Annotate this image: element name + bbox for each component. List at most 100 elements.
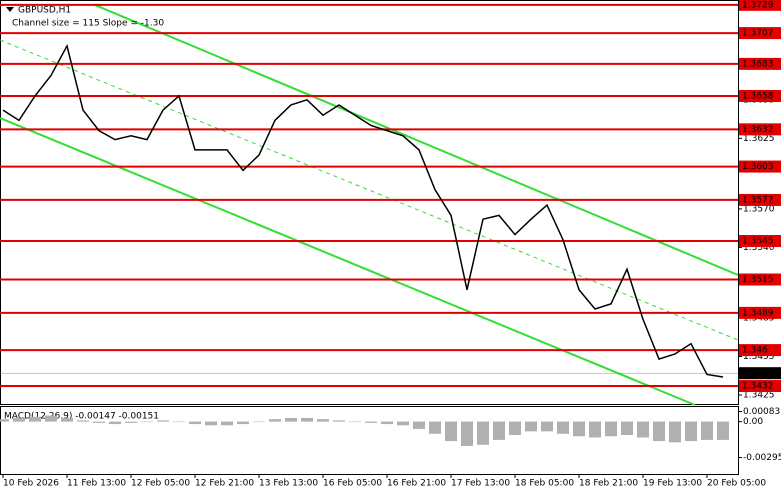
macd-bar (317, 419, 329, 422)
macd-bar (349, 421, 361, 423)
macd-bar (621, 421, 633, 436)
macd-bar (365, 421, 377, 423)
x-tick-label: 12 Feb 21:00 (195, 479, 254, 489)
macd-bar (525, 421, 537, 432)
macd-bar (493, 421, 505, 440)
macd-bar (605, 421, 617, 437)
level-label: 1.3515 (742, 275, 774, 285)
macd-bar (717, 421, 729, 440)
macd-bar (125, 421, 137, 423)
level-label: 1.3577 (742, 195, 774, 205)
level-label: 1.3683 (742, 59, 774, 69)
macd-bar (509, 421, 521, 436)
y-tick-label: 1.3455 (743, 352, 775, 362)
channel-upper (94, 4, 739, 276)
macd-bar (109, 421, 121, 425)
level-label: 1.3489 (742, 308, 774, 318)
macd-bar (157, 420, 169, 422)
macd-bar (237, 421, 249, 425)
macd-bar (0, 419, 9, 422)
x-tick-label: 18 Feb 05:00 (515, 479, 574, 489)
level-label: 1.3545 (742, 237, 774, 247)
level-label-bg (739, 193, 781, 206)
level-label-bg (739, 123, 781, 136)
macd-bar (477, 421, 489, 445)
level-label-bg (739, 235, 781, 248)
level-label: 1.3603 (742, 162, 774, 172)
x-tick-label: 20 Feb 05:00 (707, 479, 766, 489)
x-tick-label: 18 Feb 21:00 (579, 479, 638, 489)
macd-bar (141, 421, 153, 423)
macd-bar (269, 419, 281, 422)
macd-bar (29, 416, 41, 422)
macd-bar (573, 421, 585, 437)
x-tick-label: 12 Feb 05:00 (131, 479, 190, 489)
annotation: Channel size = 115 Slope = -1.30 (12, 19, 164, 29)
level-label-bg (739, 160, 781, 173)
level-label: 1.3707 (742, 29, 774, 39)
macd-frame (0, 406, 739, 475)
macd-bar (93, 421, 105, 423)
macd-bar (205, 421, 217, 426)
macd-bar (557, 421, 569, 434)
level-label-bg (739, 57, 781, 70)
level-label-bg (739, 344, 781, 357)
level-label-bg (739, 27, 781, 40)
level-label: 1.346 (742, 346, 768, 356)
macd-bar (221, 421, 233, 426)
y-tick-label: 1.3625 (743, 134, 775, 144)
macd-bar (301, 417, 313, 422)
x-tick-label: 13 Feb 13:00 (259, 479, 318, 489)
macd-bar (669, 421, 681, 443)
level-label: 1.3432 (742, 382, 774, 392)
level-label-bg (739, 380, 781, 393)
level-label-bg (739, 306, 781, 319)
x-tick-label: 17 Feb 13:00 (451, 479, 510, 489)
x-tick-label: 19 Feb 13:00 (643, 479, 702, 489)
macd-bar (285, 417, 297, 422)
macd-bar (173, 421, 185, 423)
level-label: 1.3632 (742, 125, 774, 135)
macd-bar (637, 421, 649, 438)
macd-bar (381, 421, 393, 425)
y-tick-label: 1.3425 (743, 391, 775, 401)
macd-bar (589, 421, 601, 438)
macd-tick-label: 0.00083 (743, 407, 780, 417)
level-label: 1.3729 (742, 0, 774, 10)
y-tick-label: 1.3540 (743, 243, 775, 253)
macd-tick-label: 0.00 (743, 417, 763, 427)
macd-label: MACD(12,26,9) -0.00147 -0.00151 (4, 412, 159, 422)
macd-bar (333, 420, 345, 422)
macd-bar (413, 421, 425, 429)
macd-bar (397, 421, 409, 426)
macd-bar (461, 421, 473, 446)
macd-bar (685, 421, 697, 442)
x-tick-label: 16 Feb 21:00 (387, 479, 446, 489)
macd-bar (189, 421, 201, 425)
macd-bar (541, 421, 553, 432)
x-tick-label: 16 Feb 05:00 (323, 479, 382, 489)
x-tick-label: 11 Feb 13:00 (67, 479, 126, 489)
macd-bar (429, 421, 441, 434)
macd-bar (13, 417, 25, 422)
y-tick-label: 1.3570 (743, 204, 775, 214)
macd-bar (253, 421, 265, 423)
macd-bar (45, 415, 57, 422)
level-label-bg (739, 273, 781, 286)
macd-bar (653, 421, 665, 442)
last-price-bg (739, 367, 781, 380)
price-line (2, 43, 724, 378)
macd-bar (701, 421, 713, 440)
level-label: 1.3658 (742, 91, 774, 101)
macd-bar (445, 421, 457, 442)
level-label-bg (739, 0, 781, 11)
level-label-bg (739, 89, 781, 102)
macd-bar (77, 420, 89, 422)
x-tick-label: 10 Feb 2026 (3, 479, 59, 489)
menu-arrow[interactable] (6, 7, 14, 12)
macd-bar (61, 417, 73, 422)
macd-tick-label: -0.00295 (743, 453, 781, 463)
chart-title: GBPUSD,H1 (18, 6, 71, 16)
